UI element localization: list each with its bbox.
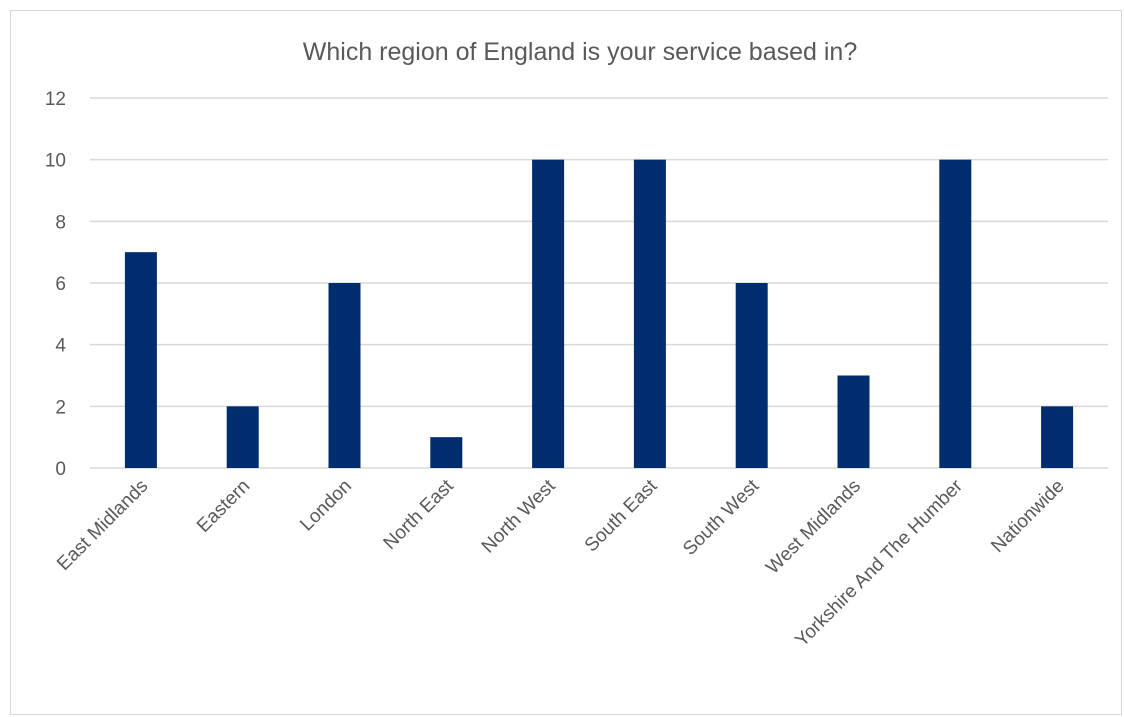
bars xyxy=(124,159,1074,468)
bar-east-midlands xyxy=(124,252,157,468)
gridlines xyxy=(90,97,1108,469)
bar-eastern xyxy=(226,406,259,468)
y-tick-label: 12 xyxy=(45,89,66,110)
y-axis-ticks: 0 2 4 6 8 10 12 xyxy=(45,89,67,480)
x-tick-label: Nationwide xyxy=(987,476,1068,557)
y-tick-label: 10 xyxy=(45,151,66,172)
bar-south-west xyxy=(735,283,768,468)
x-tick-label: North East xyxy=(380,475,459,554)
x-tick-label: Yorkshire And The Humber xyxy=(791,475,967,651)
x-tick-label: London xyxy=(296,476,356,536)
x-tick-label: West Midlands xyxy=(762,476,865,579)
x-tick-label: South West xyxy=(679,475,764,560)
y-tick-label: 2 xyxy=(55,397,66,418)
x-tick-label: South East xyxy=(581,475,662,556)
x-tick-label: East Midlands xyxy=(53,476,152,575)
x-tick-label: North West xyxy=(478,475,560,557)
bar-south-east xyxy=(633,159,666,468)
y-tick-label: 8 xyxy=(55,212,66,233)
bar-north-east xyxy=(430,437,463,468)
y-tick-label: 0 xyxy=(55,459,66,480)
x-tick-label: Eastern xyxy=(193,476,254,537)
bar-nationwide xyxy=(1041,406,1074,468)
x-axis-ticks: East Midlands Eastern London North East Nort… xyxy=(53,475,1068,651)
chart-title: Which region of England is your service … xyxy=(303,38,857,66)
y-tick-label: 6 xyxy=(55,274,66,295)
bar-west-midlands xyxy=(837,375,870,468)
chart-frame xyxy=(10,10,1122,715)
y-tick-label: 4 xyxy=(55,336,66,357)
bar-yorkshire-and-the-humber xyxy=(939,159,972,468)
bar-london xyxy=(328,283,361,468)
bar-north-west xyxy=(532,159,565,468)
